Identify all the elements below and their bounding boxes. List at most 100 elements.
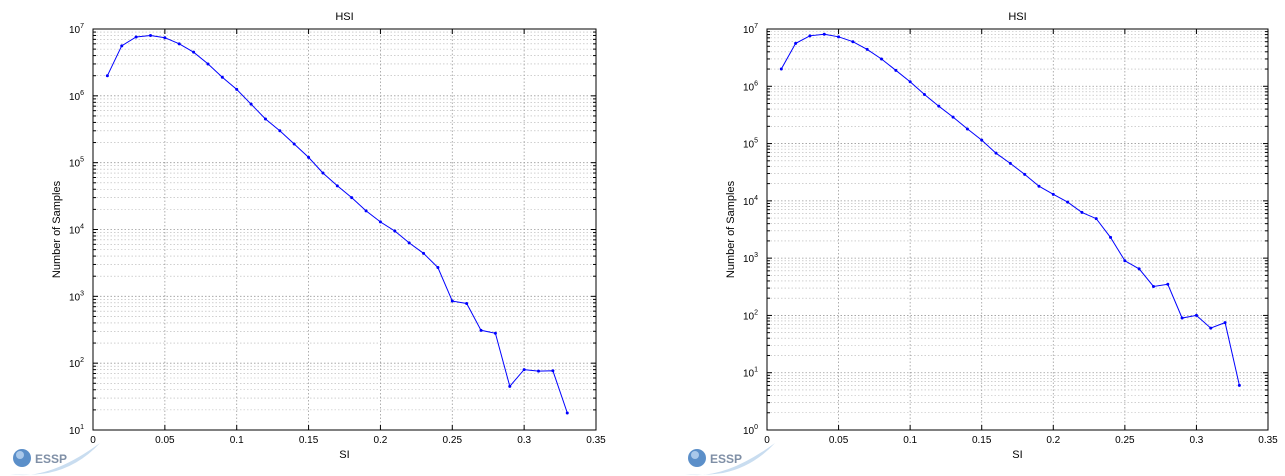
data-point	[493, 331, 497, 335]
data-point	[1166, 282, 1170, 286]
y-tick-label: 106	[743, 80, 758, 93]
data-point	[922, 92, 926, 96]
data-point	[1180, 316, 1184, 320]
data-point	[249, 102, 253, 106]
x-axis-label: SI	[1012, 449, 1022, 461]
plot-frame	[766, 28, 1269, 431]
data-point	[450, 299, 454, 303]
x-tick-label: 0.3	[1189, 435, 1203, 446]
data-point	[321, 171, 325, 175]
y-tick-label: 104	[743, 195, 758, 208]
logo-globe-highlight	[16, 451, 24, 459]
data-point	[1151, 284, 1155, 288]
data-point	[508, 384, 512, 388]
data-point	[551, 369, 555, 373]
series-line	[106, 34, 568, 414]
data-point	[1109, 235, 1113, 239]
chart-title: HSI	[1008, 11, 1026, 23]
y-tick-label: 102	[69, 357, 84, 370]
data-point	[105, 74, 109, 78]
data-point	[851, 40, 855, 44]
data-point	[865, 47, 869, 51]
data-point	[937, 104, 941, 108]
data-point	[307, 155, 311, 159]
logo-text: ESSP	[35, 452, 67, 466]
data-point	[148, 33, 152, 37]
data-point	[822, 32, 826, 36]
data-point	[522, 368, 526, 372]
data-point	[880, 57, 884, 61]
data-point	[1066, 200, 1070, 204]
data-point	[1023, 172, 1027, 176]
data-point	[951, 115, 955, 119]
y-tick-label: 101	[69, 424, 84, 437]
data-point	[779, 67, 783, 71]
data-point	[177, 42, 181, 46]
data-point	[1137, 267, 1141, 271]
data-point	[479, 328, 483, 332]
x-tick-label: 0.1	[230, 435, 244, 446]
x-tick-label: 0.15	[972, 435, 992, 446]
data-point	[192, 50, 196, 54]
y-tick-label: 102	[743, 309, 758, 322]
y-tick-label: 106	[69, 90, 84, 103]
x-tick-label: 0.25	[1115, 435, 1135, 446]
x-tick-label: 0.15	[299, 435, 319, 446]
data-point	[994, 151, 998, 155]
x-tick-label: 0.35	[1258, 435, 1278, 446]
data-point	[235, 87, 239, 91]
data-point	[1094, 217, 1098, 221]
y-axis-label: Number of Samples	[725, 180, 737, 278]
x-tick-label: 0.05	[829, 435, 849, 446]
y-tick-label: 107	[743, 23, 758, 36]
y-tick-label: 103	[69, 290, 84, 303]
data-point	[292, 142, 296, 146]
data-point	[465, 302, 469, 306]
essp-logo: ESSP	[10, 443, 100, 476]
data-point	[980, 138, 984, 142]
data-point	[1080, 210, 1084, 214]
chart-1: 0 0.05 0.1 0.15 0.2 0.25 0.3 0.35 101 102 103 104 10…	[51, 11, 606, 461]
y-tick-label: 104	[69, 224, 84, 237]
data-point	[407, 241, 411, 245]
data-point	[1051, 192, 1055, 196]
x-tick-label: 0	[90, 435, 96, 446]
data-point	[220, 75, 224, 79]
y-axis-label: Number of Samples	[51, 180, 63, 278]
data-point	[263, 117, 267, 121]
chart-2: 0 0.05 0.1 0.15 0.2 0.25 0.3 0.35 100 101 102 103 10…	[725, 11, 1278, 461]
logo-globe-highlight	[691, 451, 699, 459]
y-tick-label: 107	[69, 23, 84, 36]
data-point	[1037, 184, 1041, 188]
x-tick-label: 0.2	[373, 435, 387, 446]
data-point	[335, 184, 339, 188]
data-point	[565, 411, 569, 415]
chart-title: HSI	[335, 11, 353, 23]
data-point	[965, 127, 969, 131]
logo-swoosh-shape	[10, 443, 100, 476]
x-axis-label: SI	[339, 449, 349, 461]
y-tick-label: 103	[743, 252, 758, 265]
data-point	[1237, 383, 1241, 387]
data-point	[837, 35, 841, 39]
data-point	[1194, 313, 1198, 317]
data-point	[350, 196, 354, 200]
x-tick-label: 0	[764, 435, 770, 446]
x-tick-label: 0.25	[443, 435, 463, 446]
x-tick-label: 0.3	[517, 435, 531, 446]
x-tick-label: 0.05	[155, 435, 175, 446]
x-tick-label: 0.35	[586, 435, 606, 446]
data-point	[163, 36, 167, 40]
logo-text: ESSP	[710, 452, 742, 466]
logo-swoosh-shape	[685, 443, 775, 476]
data-point	[206, 62, 210, 66]
y-tick-label: 105	[69, 157, 84, 170]
data-point	[364, 209, 368, 213]
y-tick-label: 105	[743, 138, 758, 151]
y-tick-label: 101	[743, 367, 758, 380]
data-point	[422, 251, 426, 255]
data-point	[436, 266, 440, 270]
data-point	[378, 220, 382, 224]
data-point	[537, 369, 541, 373]
